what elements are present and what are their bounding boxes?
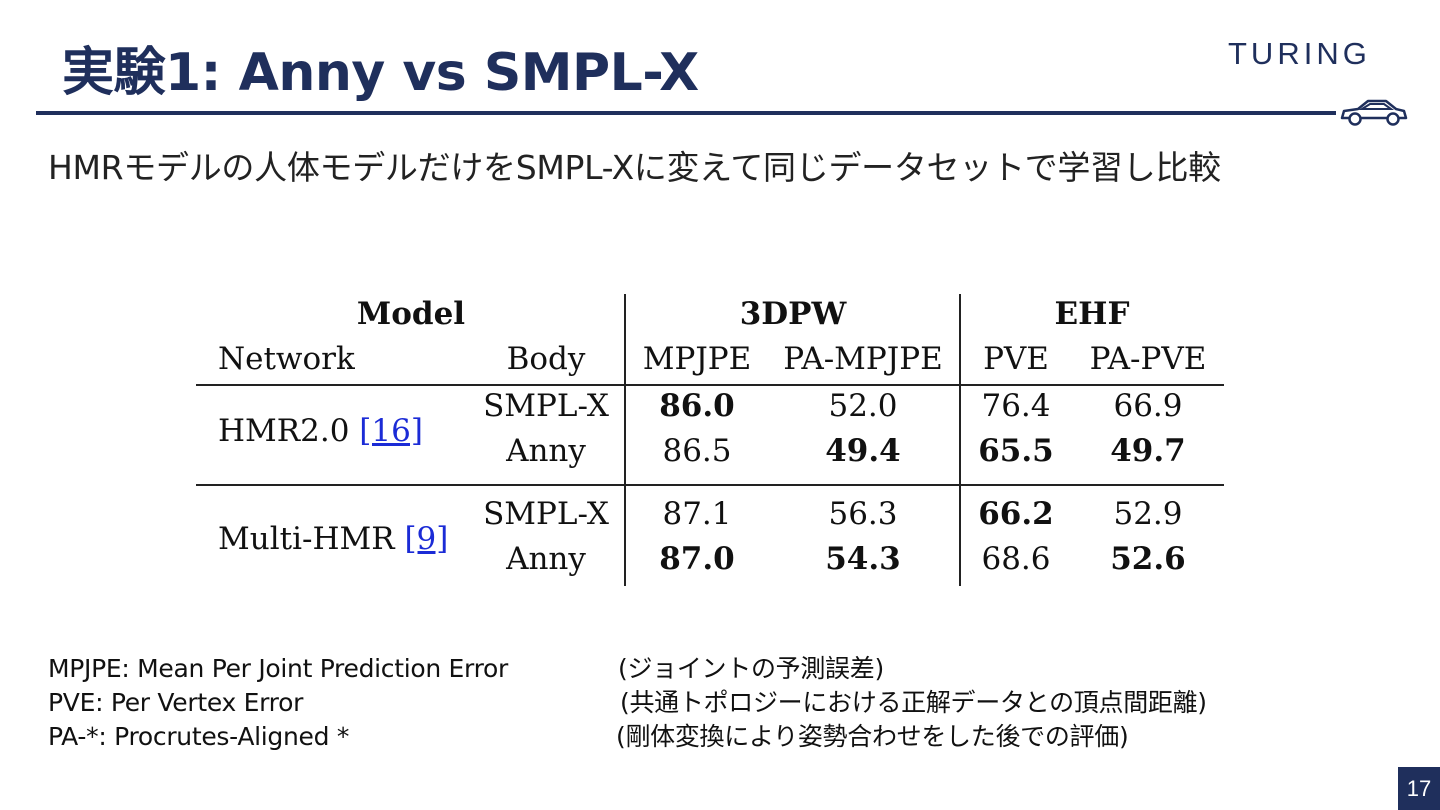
pa-mpjpe-cell: 49.4 (825, 433, 901, 469)
pa-pve-cell: 52.9 (1113, 496, 1183, 532)
pa-pve-cell: 49.7 (1110, 433, 1186, 469)
car-icon (1340, 99, 1408, 126)
body-cell: Anny (506, 433, 586, 469)
network-name: Multi-HMR [9] (218, 521, 448, 557)
body-cell: SMPL-X (483, 496, 609, 532)
header-ehf: EHF (1054, 296, 1130, 332)
pve-cell: 66.2 (978, 496, 1054, 532)
legend-term: MPJPE: Mean Per Joint Prediction Error (48, 654, 508, 683)
slide-title: 実験1: Anny vs SMPL-X (62, 43, 699, 103)
pa-mpjpe-cell: 54.3 (825, 541, 901, 577)
header-model: Model (356, 296, 466, 332)
legend-description: (共通トポロジーにおける正解データとの頂点間距離) (620, 688, 1207, 717)
header-mpjpe: MPJPE (642, 341, 752, 377)
pve-cell: 68.6 (981, 541, 1051, 577)
pa-pve-cell: 66.9 (1113, 388, 1183, 424)
table-column-divider (624, 294, 626, 586)
pa-mpjpe-cell: 52.0 (828, 388, 898, 424)
table-group-rule (196, 484, 1224, 486)
page-number: 17 (1398, 767, 1440, 810)
pa-mpjpe-cell: 56.3 (828, 496, 898, 532)
mpjpe-cell: 86.0 (659, 388, 735, 424)
header-pa-pve: PA-PVE (1089, 341, 1207, 377)
legend-term: PVE: Per Vertex Error (48, 688, 304, 717)
turing-logo: TURING (1228, 36, 1371, 71)
mpjpe-cell: 87.0 (659, 541, 735, 577)
table-column-divider (959, 294, 961, 586)
header-body: Body (506, 341, 586, 377)
pve-cell: 65.5 (978, 433, 1054, 469)
body-cell: SMPL-X (483, 388, 609, 424)
header-3dpw: 3DPW (739, 296, 847, 332)
pve-cell: 76.4 (981, 388, 1051, 424)
mpjpe-cell: 86.5 (662, 433, 732, 469)
legend-term: PA-*: Procrutes-Aligned * (48, 722, 350, 751)
legend-description: (ジョイントの予測誤差) (618, 654, 884, 683)
network-name: HMR2.0 [16] (218, 413, 423, 449)
pa-pve-cell: 52.6 (1110, 541, 1186, 577)
legend-description: (剛体変換により姿勢合わせをした後での評価) (616, 722, 1129, 751)
body-cell: Anny (506, 541, 586, 577)
network-label: HMR2.0 (218, 413, 350, 449)
mpjpe-cell: 87.1 (662, 496, 732, 532)
results-table: Model 3DPW EHF Network Body MPJPE PA-MPJ… (196, 286, 1224, 586)
title-divider (36, 111, 1336, 115)
citation-link[interactable]: [16] (359, 413, 423, 449)
table-header-rule (196, 384, 1224, 386)
slide-subtitle: HMRモデルの人体モデルだけをSMPL-Xに変えて同じデータセットで学習し比較 (48, 148, 1221, 187)
header-pa-mpjpe: PA-MPJPE (783, 341, 943, 377)
citation-link[interactable]: [9] (404, 521, 449, 557)
header-network: Network (218, 341, 355, 377)
header-pve: PVE (983, 341, 1049, 377)
network-label: Multi-HMR (218, 521, 395, 557)
